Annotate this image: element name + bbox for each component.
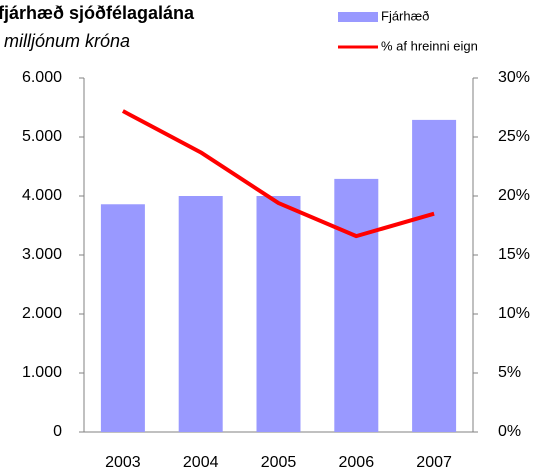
y-tick-label: 4.000 — [22, 187, 62, 204]
legend-swatch — [338, 12, 378, 22]
y2-tick-label: 20% — [498, 187, 530, 204]
y2-tick-label: 5% — [498, 364, 521, 381]
legend-label: Fjárhæð — [381, 8, 429, 23]
y2-tick-label: 10% — [498, 305, 530, 322]
bar — [178, 196, 223, 432]
bar — [100, 204, 145, 432]
y-tick-label: 0 — [53, 423, 62, 440]
x-tick-label: 2006 — [339, 454, 375, 470]
y2-tick-label: 25% — [498, 128, 530, 145]
y2-tick-label: 0% — [498, 423, 521, 440]
y-tick-label: 5.000 — [22, 128, 62, 145]
line — [121, 109, 435, 239]
y-tick-label: 3.000 — [22, 246, 62, 263]
y-tick-label: 2.000 — [22, 305, 62, 322]
y-tick-label: 1.000 — [22, 364, 62, 381]
y2-tick-label: 15% — [498, 246, 530, 263]
x-tick-label: 2007 — [416, 454, 452, 470]
chart-title: fjárhæð sjóðfélagalána — [0, 3, 195, 23]
y2-tick-label: 30% — [498, 69, 530, 86]
x-tick-label: 2004 — [183, 454, 219, 470]
chart-subtitle: milljónum króna — [4, 31, 130, 51]
bar — [256, 196, 301, 432]
bar — [412, 119, 457, 432]
legend-label: % af hreinni eign — [381, 38, 478, 53]
y-tick-label: 6.000 — [22, 69, 62, 86]
bar — [334, 178, 379, 432]
x-tick-label: 2003 — [105, 454, 141, 470]
x-tick-label: 2005 — [261, 454, 297, 470]
